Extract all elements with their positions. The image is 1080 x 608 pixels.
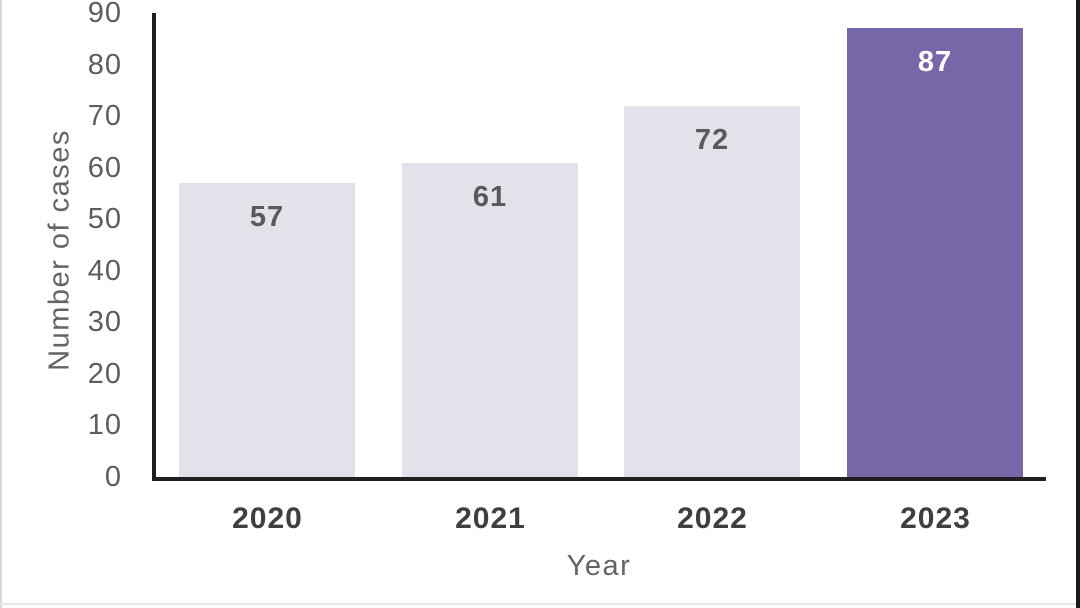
x-category-label-2023: 2023 bbox=[900, 502, 971, 535]
bar-value-label-2022: 72 bbox=[694, 124, 730, 156]
y-tick-0: 0 bbox=[104, 461, 122, 493]
x-category-label-2020: 2020 bbox=[232, 502, 303, 535]
x-category-label-2022: 2022 bbox=[677, 502, 748, 535]
bar-value-label-2020: 57 bbox=[249, 201, 285, 233]
y-tick-80: 80 bbox=[87, 48, 122, 81]
right-border bbox=[1076, 0, 1080, 608]
y-tick-70: 70 bbox=[87, 100, 122, 133]
y-tick-50: 50 bbox=[87, 203, 122, 236]
y-tick-10: 10 bbox=[87, 409, 122, 442]
bar-2021: 61 bbox=[402, 163, 578, 477]
y-tick-40: 40 bbox=[87, 254, 122, 287]
bar-value-label-2023: 87 bbox=[917, 46, 953, 78]
y-axis-tick-labels: 0 10 20 30 40 50 60 70 80 90 bbox=[0, 0, 122, 608]
bar-2023: 87 bbox=[847, 28, 1023, 477]
bottom-border bbox=[0, 603, 1080, 605]
y-tick-20: 20 bbox=[87, 357, 122, 390]
x-axis-line bbox=[152, 477, 1046, 481]
plot-area: 57 61 72 87 bbox=[156, 13, 1046, 477]
y-tick-30: 30 bbox=[87, 306, 122, 339]
bar-2022: 72 bbox=[624, 106, 800, 477]
left-border bbox=[0, 0, 2, 608]
x-category-label-2021: 2021 bbox=[455, 502, 526, 535]
x-axis-category-labels: 2020 2021 2022 2023 bbox=[156, 500, 1046, 538]
x-axis-title: Year bbox=[566, 550, 632, 582]
y-tick-60: 60 bbox=[87, 151, 122, 184]
y-axis-line bbox=[152, 13, 156, 481]
bar-2020: 57 bbox=[179, 183, 355, 477]
bar-value-label-2021: 61 bbox=[472, 181, 508, 213]
y-tick-90: 90 bbox=[87, 0, 122, 29]
